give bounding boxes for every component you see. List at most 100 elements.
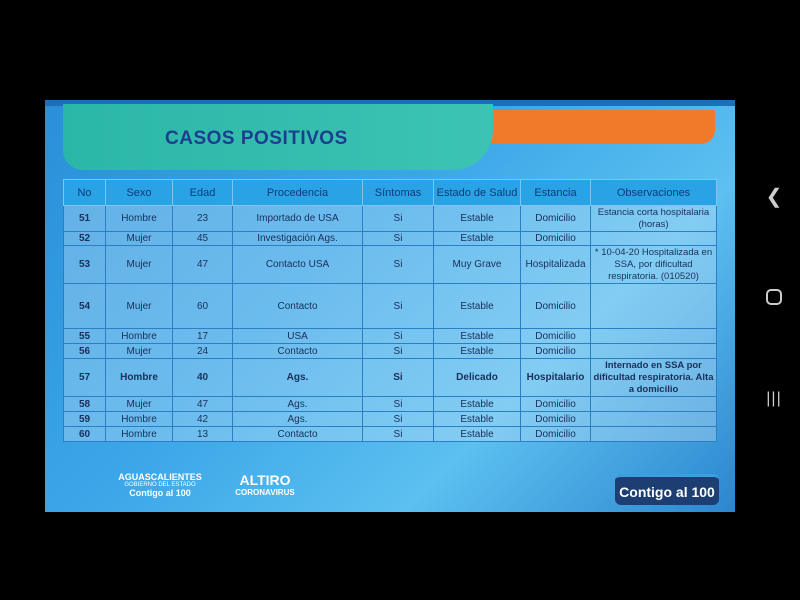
- cell-edad: 47: [172, 396, 233, 412]
- logo-text: ALTIRO: [239, 472, 291, 488]
- cell-obs: Internado en SSA por dificultad respirat…: [590, 358, 717, 397]
- recents-icon[interactable]: |||: [766, 390, 782, 407]
- cell-estancia: Hospitalizada: [520, 245, 591, 284]
- altiro-logo: ALTIRO CORONAVIRUS: [230, 472, 300, 497]
- cell-estancia: Hospitalario: [520, 358, 591, 397]
- cell-procedencia: Contacto USA: [232, 245, 363, 284]
- cell-sexo: Hombre: [105, 358, 173, 397]
- table-row: 57 Hombre 40 Ags. Si Delicado Hospitalario Inte…: [63, 358, 717, 397]
- cell-no: 52: [63, 231, 106, 246]
- cell-no: 56: [63, 343, 106, 359]
- cell-estancia: Domicilio: [520, 411, 591, 427]
- cell-obs: [590, 231, 717, 246]
- cell-sexo: Hombre: [105, 205, 173, 232]
- cell-procedencia: Importado de USA: [232, 205, 363, 232]
- cell-procedencia: Ags.: [232, 396, 363, 412]
- cell-sintomas: Si: [362, 396, 434, 412]
- cell-edad: 60: [172, 283, 233, 329]
- cell-estancia: Domicilio: [520, 283, 591, 329]
- cell-estado: Delicado: [433, 358, 521, 397]
- back-chevron-icon[interactable]: ❮: [765, 186, 783, 208]
- cell-no: 51: [63, 205, 106, 232]
- cell-sexo: Hombre: [105, 328, 173, 344]
- cell-procedencia: Ags.: [232, 358, 363, 397]
- column-header: Estado de Salud: [433, 179, 521, 206]
- cell-estancia: Domicilio: [520, 328, 591, 344]
- logo-text: Contigo al 100: [129, 488, 191, 498]
- cell-estado: Estable: [433, 283, 521, 329]
- cell-estado: Muy Grave: [433, 245, 521, 284]
- table-row: 55 Hombre 17 USA Si Estable Domicilio: [63, 328, 717, 344]
- cell-estado: Estable: [433, 231, 521, 246]
- cell-sexo: Hombre: [105, 411, 173, 427]
- column-header: Procedencia: [232, 179, 363, 206]
- cell-obs: [590, 411, 717, 427]
- column-header: Edad: [172, 179, 233, 206]
- table-row: 52 Mujer 45 Investigación Ags. Si Estable Domi…: [63, 231, 717, 246]
- cell-no: 55: [63, 328, 106, 344]
- cell-sintomas: Si: [362, 283, 434, 329]
- cell-obs: Estancia corta hospitalaria (horas): [590, 205, 717, 232]
- cell-sexo: Hombre: [105, 426, 173, 442]
- cell-edad: 24: [172, 343, 233, 359]
- cell-sexo: Mujer: [105, 283, 173, 329]
- cell-sintomas: Si: [362, 411, 434, 427]
- cell-edad: 23: [172, 205, 233, 232]
- cell-edad: 47: [172, 245, 233, 284]
- cell-no: 59: [63, 411, 106, 427]
- cell-no: 54: [63, 283, 106, 329]
- cell-no: 60: [63, 426, 106, 442]
- cell-sexo: Mujer: [105, 343, 173, 359]
- cell-procedencia: Ags.: [232, 411, 363, 427]
- table-row: 54 Mujer 60 Contacto Si Estable Domicilio: [63, 283, 717, 329]
- slide-title: CASOS POSITIVOS: [165, 128, 348, 149]
- table-row: 58 Mujer 47 Ags. Si Estable Domicilio: [63, 396, 717, 412]
- table-row: 56 Mujer 24 Contacto Si Estable Domicilio: [63, 343, 717, 359]
- table-row: 51 Hombre 23 Importado de USA Si Estable Domic…: [63, 205, 717, 232]
- cell-procedencia: Investigación Ags.: [232, 231, 363, 246]
- cell-sintomas: Si: [362, 245, 434, 284]
- logo-text: AGUASCALIENTES: [118, 472, 202, 482]
- cell-obs: [590, 283, 717, 329]
- cell-estado: Estable: [433, 396, 521, 412]
- cell-estancia: Domicilio: [520, 426, 591, 442]
- cell-sintomas: Si: [362, 205, 434, 232]
- cell-estado: Estable: [433, 328, 521, 344]
- cell-no: 53: [63, 245, 106, 284]
- logo-text: CORONAVIRUS: [235, 488, 295, 497]
- table-row: 60 Hombre 13 Contacto Si Estable Domicilio: [63, 426, 717, 442]
- table-row: 53 Mujer 47 Contacto USA Si Muy Grave Hospital…: [63, 245, 717, 284]
- cell-sintomas: Si: [362, 343, 434, 359]
- cell-procedencia: Contacto: [232, 426, 363, 442]
- cell-sintomas: Si: [362, 358, 434, 397]
- cases-table: No Sexo Edad Procedencia Síntomas Estado de S…: [63, 179, 717, 442]
- cell-sintomas: Si: [362, 328, 434, 344]
- column-header: No: [63, 179, 106, 206]
- cell-estancia: Domicilio: [520, 231, 591, 246]
- cell-sexo: Mujer: [105, 396, 173, 412]
- contigo-badge: Contigo al 100: [615, 474, 719, 505]
- logo-text: GOBIERNO DEL ESTADO: [124, 482, 196, 488]
- table-header-row: No Sexo Edad Procedencia Síntomas Estado de S…: [63, 179, 717, 206]
- aguascalientes-logo: AGUASCALIENTES GOBIERNO DEL ESTADO Conti…: [95, 472, 225, 498]
- home-circle-icon[interactable]: [762, 288, 786, 311]
- cell-estancia: Domicilio: [520, 396, 591, 412]
- cell-edad: 13: [172, 426, 233, 442]
- column-header: Síntomas: [362, 179, 434, 206]
- column-header: Observaciones: [590, 179, 717, 206]
- cell-edad: 17: [172, 328, 233, 344]
- cell-sexo: Mujer: [105, 245, 173, 284]
- cell-obs: [590, 343, 717, 359]
- cell-obs: [590, 396, 717, 412]
- cell-sexo: Mujer: [105, 231, 173, 246]
- cell-obs: * 10-04-20 Hospitalizada en SSA, por dif…: [590, 245, 717, 284]
- table-row: 59 Hombre 42 Ags. Si Estable Domicilio: [63, 411, 717, 427]
- cell-estado: Estable: [433, 426, 521, 442]
- cell-estancia: Domicilio: [520, 205, 591, 232]
- slide-top-line: [45, 100, 735, 106]
- cell-no: 57: [63, 358, 106, 397]
- column-header: Estancia: [520, 179, 591, 206]
- cell-sintomas: Si: [362, 231, 434, 246]
- cell-obs: [590, 328, 717, 344]
- cell-edad: 40: [172, 358, 233, 397]
